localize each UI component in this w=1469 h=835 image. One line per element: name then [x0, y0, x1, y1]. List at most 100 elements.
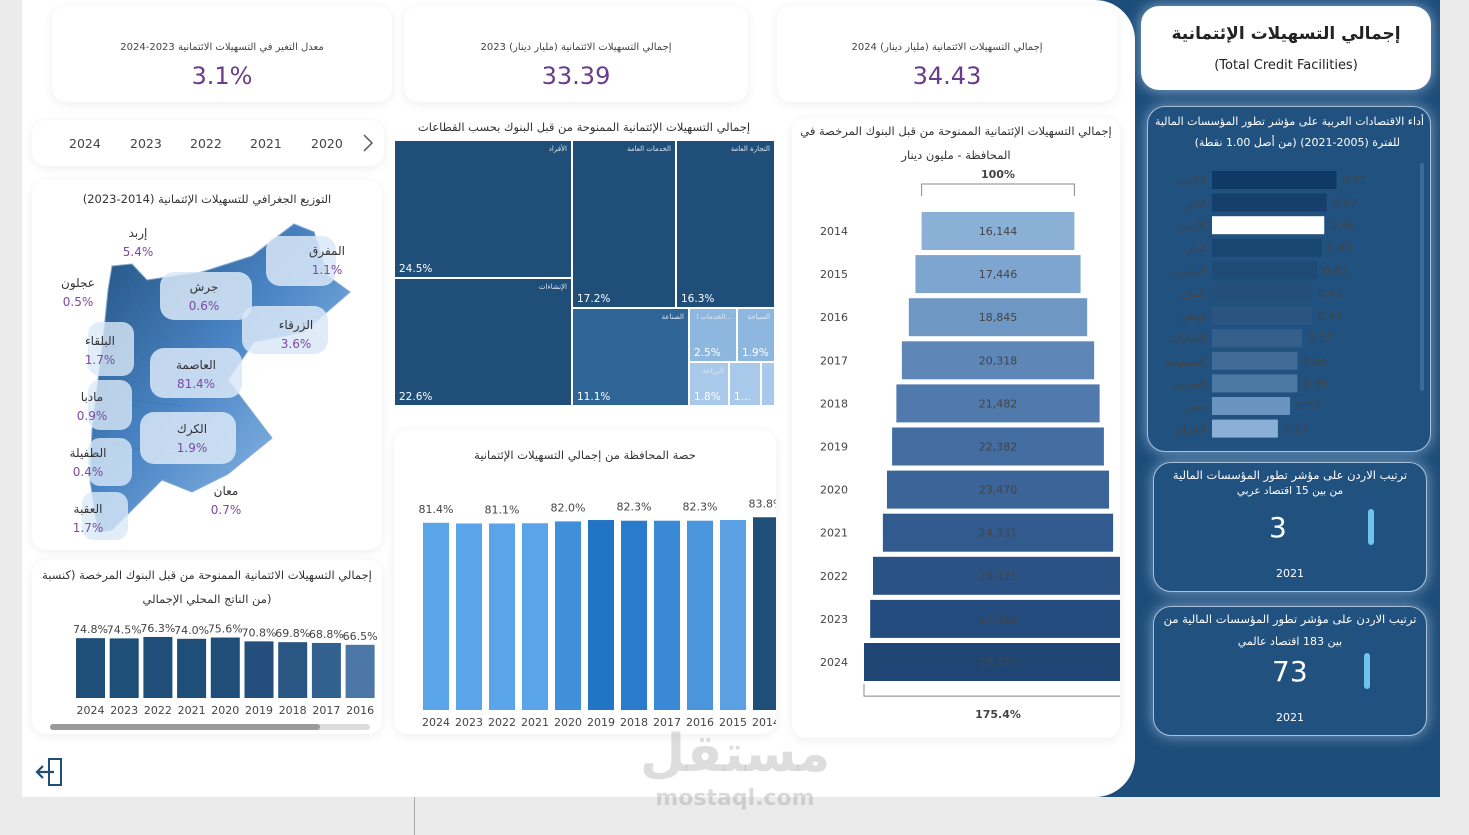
- gdp-chart-scroll-thumb[interactable]: [50, 724, 320, 730]
- share-chart-title: حصة المحافظة من إجمالي التسهيلات الإئتما…: [474, 448, 696, 462]
- map-bubble-tafilah[interactable]: [88, 438, 132, 486]
- map-label-zarqa: الزرقاء 3.6%: [278, 318, 314, 351]
- share-bar: [753, 517, 776, 710]
- share-year-label: 2014: [752, 716, 776, 729]
- arab-index-bar: [1212, 351, 1298, 370]
- treemap-tile[interactable]: السياحة 1.9%: [737, 308, 775, 362]
- gdp-value-label: 74.8%: [73, 623, 108, 636]
- funnel-value-label: 22,382: [979, 441, 1018, 454]
- share-bar: [522, 523, 548, 710]
- treemap-tile[interactable]: [761, 362, 775, 406]
- kpi-value: 33.39: [541, 62, 611, 90]
- watermark-arabic: مستقل: [640, 724, 831, 784]
- map-label-capital: العاصمة 81.4%: [176, 358, 216, 391]
- arab-index-country-label: قطر: [1185, 197, 1206, 210]
- arab-index-country-label: الأردن: [1178, 218, 1206, 232]
- arab-index-country-label: البحرين: [1172, 377, 1206, 390]
- arab-index-country-label: المغرب: [1172, 264, 1207, 277]
- map-label-irbid: إربد 5.4%: [122, 226, 154, 259]
- share-value-label: 83.8%: [749, 497, 776, 510]
- share-year-label: 2020: [554, 716, 582, 729]
- map-bubble-balqa[interactable]: [88, 322, 134, 376]
- year-option-2020[interactable]: 2020: [311, 136, 343, 151]
- share-bar: [654, 520, 680, 710]
- treemap-tile[interactable]: الخدمات العامة 17.2%: [572, 140, 676, 308]
- map-bubble-karak[interactable]: [140, 412, 236, 464]
- gdp-bar: [210, 637, 240, 698]
- funnel-value-label: 17,446: [979, 268, 1018, 281]
- map-bubble-mafraq[interactable]: [266, 236, 336, 286]
- map-bubble-aqaba[interactable]: [82, 492, 128, 540]
- funnel-year-label: 2024: [820, 656, 848, 669]
- arab-index-title-line2: للفترة (2005-2021) (من أصل 1.00 نقطة): [1194, 136, 1400, 149]
- treemap-tile[interactable]: التجارة العامة 16.3%: [676, 140, 775, 308]
- share-bar: [489, 523, 515, 710]
- arab-index-country-label: الإمارات: [1169, 332, 1206, 345]
- funnel-year-label: 2016: [820, 311, 848, 324]
- chevron-right-icon[interactable]: [360, 133, 376, 153]
- jordan-map: [82, 223, 351, 540]
- funnel-bar: [901, 341, 1095, 380]
- arab-index-value-label: 0.35: [1303, 355, 1328, 368]
- kpi-value: 3.1%: [191, 62, 253, 90]
- funnel-top-pct: 100%: [981, 168, 1015, 181]
- gdp-value-label: 76.3%: [140, 622, 175, 635]
- funnel-year-label: 2021: [820, 527, 848, 540]
- year-option-2023[interactable]: 2023: [130, 136, 162, 151]
- treemap-tile[interactable]: الصناعة 11.1%: [572, 308, 689, 406]
- share-bar: [423, 522, 449, 710]
- rank-world-value: 73: [1272, 655, 1308, 688]
- rank-arab-title-line1: ترتيب الاردن على مؤشر تطور المؤسسات الما…: [1172, 468, 1408, 482]
- governorate-share-chart: 81.4% 2024 2023 81.1% 2022 2021 82.0% 2020 2019 8…: [419, 497, 776, 729]
- map-label-tafilah: الطفيلة 0.4%: [69, 446, 107, 479]
- treemap-tile[interactable]: الخدمات ا... 2.5%: [689, 308, 737, 362]
- map-label-karak: الكرك 1.9%: [176, 422, 208, 455]
- kpi-card-change-rate: معدل التغير في التسهيلات الائتمانية 2023…: [52, 6, 392, 102]
- funnel-title-line2: المحافظة - مليون دينار: [901, 148, 1011, 162]
- funnel-bar: [872, 556, 1120, 595]
- funnel-value-label: 24,331: [979, 527, 1018, 540]
- treemap-tile[interactable]: الأفراد 24.5%: [394, 140, 572, 278]
- year-option-2022[interactable]: 2022: [190, 136, 222, 151]
- map-bubble-jerash[interactable]: [160, 272, 252, 320]
- gdp-year-label: 2021: [178, 704, 206, 717]
- arab-index-country-label: الكويت: [1174, 174, 1206, 187]
- arab-index-value-label: 0.32: [1296, 400, 1321, 413]
- gdp-chart-scrollbar[interactable]: [50, 724, 370, 730]
- share-year-label: 2021: [521, 716, 549, 729]
- gdp-bar: [76, 638, 105, 698]
- arab-index-title-line1: أداء الاقتصادات العربية على مؤشر تطور ال…: [1154, 115, 1424, 128]
- treemap-tile[interactable]: الزراعة 1.8%: [689, 362, 729, 406]
- arab-index-value-label: 0.41: [1318, 287, 1343, 300]
- exit-icon[interactable]: [34, 756, 66, 788]
- gdp-bar: [345, 644, 375, 698]
- kpi-card-total-2023: إجمالي التسهيلات الائتمانية (مليار دينار…: [404, 6, 748, 102]
- arab-index-bar: [1212, 171, 1337, 189]
- arab-index-country-label: لبنان: [1185, 242, 1206, 255]
- watermark-latin: mostaql.com: [655, 786, 815, 811]
- map-bubble-madaba[interactable]: [88, 380, 132, 430]
- arab-index-scrollbar[interactable]: [1420, 163, 1424, 391]
- rank-world-title-line2: بين 183 اقتصاد عالمي: [1237, 635, 1343, 648]
- rank-world-title-line1: ترتيب الاردن على مؤشر تطور المؤسسات الما…: [1163, 612, 1417, 626]
- map-bubble-capital[interactable]: [150, 348, 242, 398]
- kpi-value: 34.43: [912, 62, 982, 90]
- arab-index-country-label: الجزائر: [1173, 423, 1206, 436]
- arab-index-bar: [1212, 284, 1313, 302]
- treemap-tile[interactable]: الإنشاءات 22.6%: [394, 278, 572, 406]
- funnel-value-label: 18,845: [979, 311, 1018, 324]
- gdp-bar: [177, 638, 207, 698]
- dashboard-canvas: إجمالي التسهيلات الإئتمانية (Total Credi…: [22, 0, 1440, 797]
- arab-index-card: أداء الاقتصادات العربية على مؤشر تطور ال…: [1147, 106, 1431, 452]
- map-label-balqa: البلقاء 1.7%: [84, 334, 116, 367]
- map-bubble-zarqa[interactable]: [242, 306, 328, 354]
- gdp-bar: [109, 638, 139, 698]
- gdp-year-label: 2024: [77, 704, 105, 717]
- funnel-bar: [870, 599, 1120, 638]
- kpi-title: إجمالي التسهيلات الائتمانية (مليار دينار…: [480, 42, 672, 53]
- treemap-tile[interactable]: 1...: [729, 362, 761, 406]
- gdp-bar: [311, 642, 341, 698]
- arab-index-value-label: 0.27: [1284, 423, 1309, 436]
- year-option-2024[interactable]: 2024: [69, 136, 101, 151]
- year-option-2021[interactable]: 2021: [250, 136, 282, 151]
